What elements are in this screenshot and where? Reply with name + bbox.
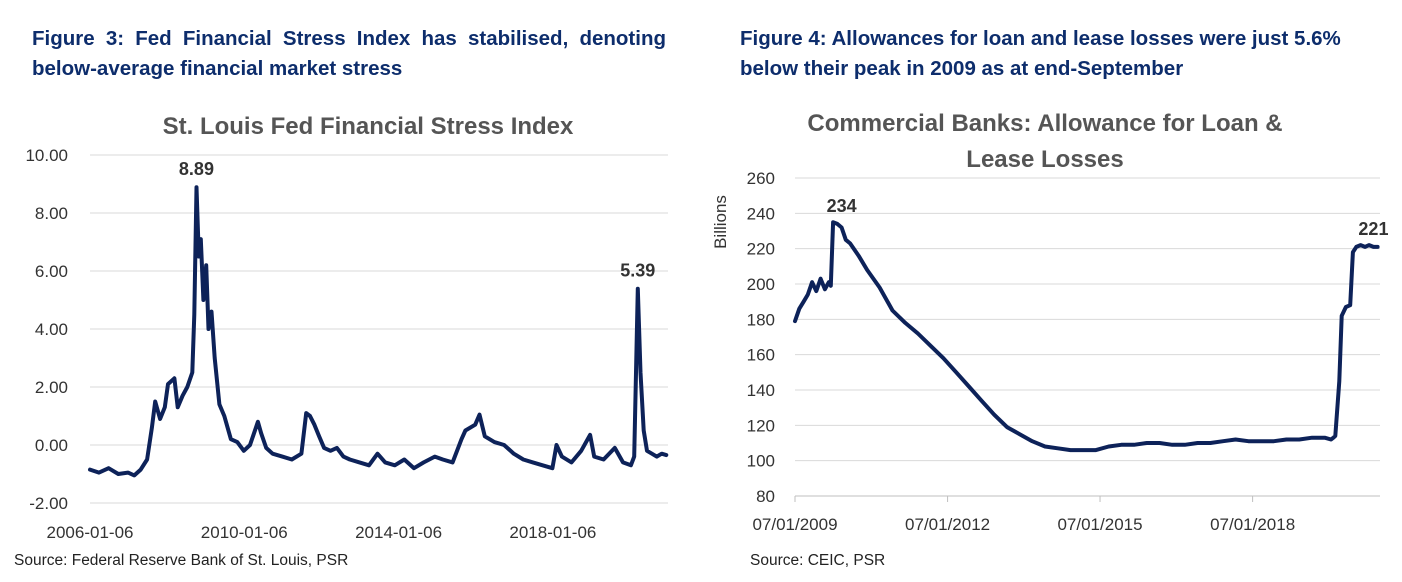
y-tick-label: 220 — [747, 240, 775, 259]
y-axis-title: Billions — [711, 195, 730, 249]
y-tick-label: 80 — [756, 487, 775, 506]
x-tick-label: 07/01/2015 — [1057, 515, 1142, 534]
y-tick-label: 140 — [747, 381, 775, 400]
stress-index-chart: St. Louis Fed Financial Stress Index -2.0… — [25, 113, 669, 542]
y-tick-label: 2.00 — [35, 378, 68, 397]
y-tick-label: 160 — [747, 346, 775, 365]
x-tick-label: 2018-01-06 — [509, 523, 596, 542]
y-tick-label: 100 — [747, 452, 775, 471]
series-line — [793, 220, 1380, 453]
x-tick-label: 07/01/2018 — [1210, 515, 1295, 534]
data-label: 8.89 — [179, 159, 214, 179]
data-label: 234 — [827, 196, 857, 216]
chart-title-line: Commercial Banks: Allowance for Loan & — [807, 110, 1282, 137]
chart-title: St. Louis Fed Financial Stress Index — [163, 113, 574, 140]
x-tick-label: 07/01/2012 — [905, 515, 990, 534]
chart-title-line: Lease Losses — [966, 146, 1123, 173]
figure-3-panel: Figure 3: Fed Financial Stress Index has… — [0, 0, 700, 582]
y-tick-label: 240 — [747, 204, 775, 223]
figure-4-source: Source: CEIC, PSR — [750, 552, 886, 569]
y-tick-label: 6.00 — [35, 262, 68, 281]
y-tick-label: 8.00 — [35, 204, 68, 223]
y-tick-label: 10.00 — [25, 146, 68, 165]
loan-loss-allowance-chart: Commercial Banks: Allowance for Loan & Le… — [711, 110, 1388, 534]
x-tick-label: 07/01/2009 — [752, 515, 837, 534]
data-label: 5.39 — [620, 261, 655, 281]
figure-3-source: Source: Federal Reserve Bank of St. Loui… — [14, 552, 349, 569]
figure-4-panel: Figure 4: Allowances for loan and lease … — [700, 0, 1402, 582]
data-label: 221 — [1358, 219, 1388, 239]
x-tick-label: 2010-01-06 — [201, 523, 288, 542]
figure-3-caption: Figure 3: Fed Financial Stress Index has… — [32, 27, 666, 80]
y-tick-label: -2.00 — [29, 494, 68, 513]
y-tick-label: 120 — [747, 416, 775, 435]
x-tick-label: 2006-01-06 — [47, 523, 134, 542]
x-tick-label: 2014-01-06 — [355, 523, 442, 542]
y-tick-label: 200 — [747, 275, 775, 294]
figure-4-caption: Figure 4: Allowances for loan and lease … — [740, 27, 1341, 80]
y-tick-label: 0.00 — [35, 436, 68, 455]
y-tick-label: 180 — [747, 310, 775, 329]
series-line — [88, 185, 669, 478]
y-tick-label: 4.00 — [35, 320, 68, 339]
y-tick-label: 260 — [747, 169, 775, 188]
